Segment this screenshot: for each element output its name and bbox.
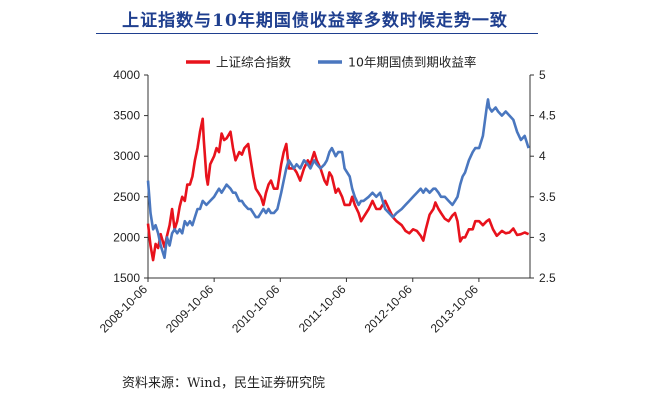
x-tick-label: 2009-10-06 [163, 282, 217, 336]
y-right-tick-label: 4.5 [539, 109, 556, 123]
y-right-tick-label: 3.5 [539, 190, 556, 204]
legend: 上证综合指数 10年期国债到期收益率 [186, 55, 476, 70]
y-right-tick-label: 4 [539, 149, 546, 163]
y-left-tick-label: 3000 [113, 149, 140, 163]
x-tick-label: 2010-10-06 [229, 282, 283, 336]
source-note: 资料来源：Wind，民生证券研究院 [122, 376, 325, 391]
x-tick-label: 2011-10-06 [296, 282, 349, 335]
y-left-tick-label: 4000 [113, 68, 140, 82]
series-layer [146, 98, 530, 262]
chart-title: 上证指数与10年期国债收益率多数时候走势一致 [122, 11, 508, 31]
y-right-tick-label: 5 [539, 68, 546, 82]
title-underline [96, 33, 538, 34]
legend-label-2: 10年期国债到期收益率 [348, 55, 476, 70]
y-left-tick-label: 3500 [113, 109, 140, 123]
y-right-tick-label: 2.5 [539, 271, 556, 285]
x-tick-label: 2012-10-06 [362, 282, 416, 336]
y-left-tick-label: 1500 [113, 271, 140, 285]
x-tick-label: 2013-10-06 [428, 282, 482, 336]
x-tick-label: 2008-10-06 [97, 282, 151, 336]
series-line-2 [146, 98, 530, 259]
legend-label-1: 上证综合指数 [216, 55, 292, 70]
y-left-tick-label: 2000 [113, 230, 140, 244]
series-line-1 [146, 117, 530, 262]
y-left-tick-label: 2500 [113, 190, 140, 204]
y-right-tick-label: 3 [539, 230, 546, 244]
